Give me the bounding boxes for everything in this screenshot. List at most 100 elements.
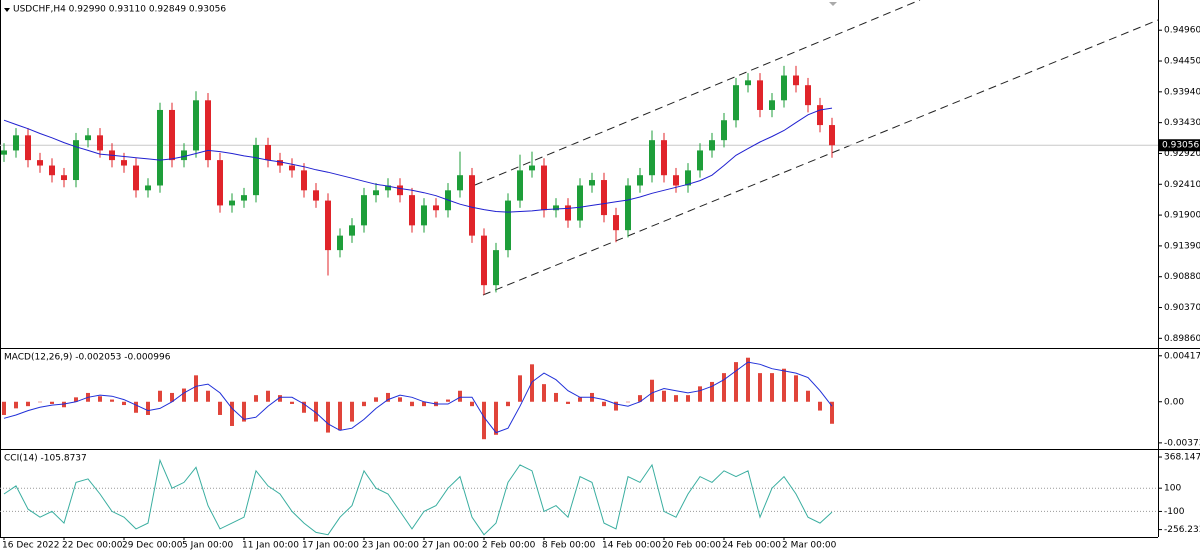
- histogram-bar: [673, 395, 678, 402]
- histogram-bar: [1, 401, 6, 415]
- histogram-bar: [565, 401, 570, 404]
- histogram-bar: [541, 384, 546, 402]
- x-tick-label: 17 Jan 00:00: [302, 541, 359, 551]
- x-tick-label: 8 Feb 00:00: [542, 541, 596, 551]
- x-tick-label: 11 Jan 00:00: [242, 541, 299, 551]
- histogram-bar: [277, 395, 282, 402]
- candle-body: [708, 140, 715, 151]
- y-tick-label: -100: [1164, 507, 1185, 517]
- histogram-bar: [157, 390, 162, 402]
- y-tick-label: 0.004174: [1164, 351, 1200, 361]
- histogram-bar: [601, 401, 606, 407]
- candle-body: [120, 160, 127, 166]
- histogram-bar: [217, 401, 222, 415]
- x-tick-label: 27 Jan 00:00: [422, 541, 479, 551]
- histogram-bar: [385, 392, 390, 402]
- histogram-bar: [265, 390, 270, 402]
- candle-body: [576, 185, 583, 221]
- candle-body: [348, 225, 355, 236]
- candle-body: [96, 135, 103, 151]
- candle-body: [240, 195, 247, 201]
- candle-body: [324, 200, 331, 251]
- histogram-bar: [13, 401, 18, 409]
- y-tick-label: -0.003734: [1164, 438, 1200, 448]
- candle-body: [204, 100, 211, 161]
- histogram-bar: [145, 401, 150, 415]
- candle-body: [600, 180, 607, 216]
- histogram-bar: [289, 401, 294, 404]
- candle-body: [516, 170, 523, 201]
- histogram-bar: [577, 397, 582, 402]
- histogram-bar: [805, 390, 810, 402]
- candle-body: [756, 80, 763, 110]
- candle-body: [36, 160, 43, 166]
- histogram-bar: [469, 401, 474, 407]
- histogram-bar: [457, 390, 462, 402]
- candle-body: [588, 180, 595, 186]
- channel-lower: [482, 19, 1159, 296]
- candle-body: [228, 200, 235, 206]
- candle-body: [300, 170, 307, 191]
- last-price-label: 0.93056: [1162, 141, 1199, 151]
- histogram-bar: [37, 401, 42, 403]
- candle-body: [192, 100, 199, 151]
- candle-body: [780, 75, 787, 101]
- x-tick-label: 29 Dec 00:00: [122, 541, 183, 551]
- histogram-bar: [73, 397, 78, 402]
- candle-body: [84, 135, 91, 141]
- candle-body: [816, 105, 823, 126]
- histogram-bar: [709, 381, 714, 402]
- candle-body: [396, 185, 403, 196]
- series-line: [3, 361, 833, 434]
- candle-body: [468, 175, 475, 236]
- y-tick-label: 0.90370: [1164, 303, 1200, 313]
- histogram-bar: [613, 401, 618, 411]
- candle-body: [216, 160, 223, 206]
- candle-body: [648, 140, 655, 176]
- histogram-bar: [325, 401, 330, 433]
- candle-body: [360, 195, 367, 226]
- histogram-bar: [637, 395, 642, 402]
- candle-body: [312, 190, 319, 201]
- histogram-bar: [49, 401, 54, 404]
- histogram-bar: [721, 373, 726, 402]
- y-tick-label: 0.94960: [1164, 26, 1200, 36]
- candle-body: [288, 165, 295, 171]
- y-tick-label: 0.92920: [1164, 149, 1200, 159]
- channel-upper: [474, 0, 921, 186]
- histogram-bar: [781, 368, 786, 402]
- histogram-bar: [313, 401, 318, 422]
- candle-body: [552, 205, 559, 211]
- histogram-bar: [517, 375, 522, 402]
- histogram-bar: [745, 357, 750, 402]
- candle-body: [432, 205, 439, 211]
- histogram-bar: [493, 401, 498, 435]
- x-tick-label: 16 Dec 2022: [2, 541, 60, 551]
- histogram-bar: [757, 373, 762, 402]
- histogram-bar: [409, 401, 414, 407]
- y-tick-label: 100: [1164, 484, 1181, 494]
- candle-body: [384, 185, 391, 191]
- histogram-bar: [61, 401, 66, 408]
- candle-body: [744, 80, 751, 86]
- histogram-bar: [121, 401, 126, 406]
- y-tick-label: 0.89860: [1164, 334, 1200, 344]
- candle-body: [672, 175, 679, 186]
- candle-body: [276, 160, 283, 166]
- histogram-bar: [685, 395, 690, 402]
- candle-body: [480, 235, 487, 286]
- candle-body: [156, 109, 163, 186]
- y-tick-label: 0.00: [1164, 397, 1184, 407]
- candle-body: [24, 135, 31, 161]
- histogram-bar: [397, 397, 402, 402]
- x-tick-label: 24 Feb 00:00: [722, 541, 781, 551]
- candle-body: [660, 140, 667, 176]
- x-tick-label: 2 Feb 00:00: [482, 541, 536, 551]
- candle-body: [804, 85, 811, 106]
- histogram-bar: [349, 401, 354, 422]
- symbol-arrow: [4, 8, 10, 12]
- histogram-bar: [793, 375, 798, 402]
- x-tick-label: 23 Jan 00:00: [362, 541, 419, 551]
- y-tick-label: 0.93940: [1164, 87, 1200, 97]
